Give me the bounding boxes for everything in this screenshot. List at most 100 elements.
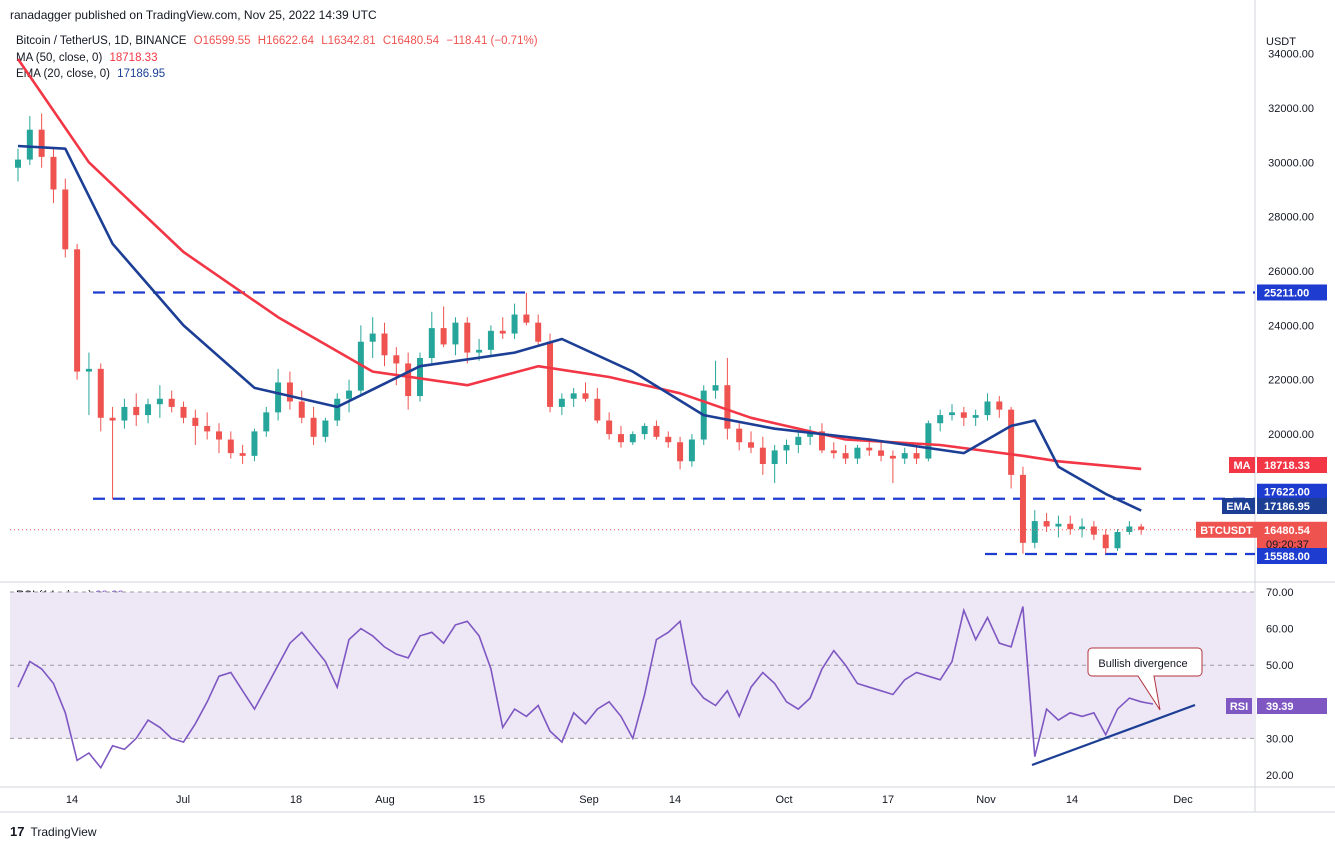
- candle-body: [499, 330, 506, 334]
- ohlc-low: L16342.81: [321, 35, 376, 47]
- candle-body: [913, 453, 920, 459]
- symbol-name[interactable]: Bitcoin / TetherUS, 1D, BINANCE: [16, 35, 187, 47]
- time-tick: 14: [66, 794, 78, 806]
- candle-body: [476, 349, 483, 353]
- footer: 17 TradingView: [10, 824, 97, 839]
- tag-value-bg: [1257, 284, 1327, 301]
- ema-legend[interactable]: EMA (20, close, 0) 17186.95: [16, 68, 165, 80]
- ohlc-high: H16622.64: [257, 35, 315, 47]
- candle-body: [641, 425, 648, 435]
- candle-body: [606, 420, 613, 435]
- time-tick: 18: [290, 794, 302, 806]
- candle-body: [393, 355, 400, 364]
- candle-body: [842, 453, 849, 459]
- tradingview-brand[interactable]: TradingView: [30, 824, 97, 839]
- candle-body: [558, 398, 565, 407]
- candle-body: [298, 401, 305, 418]
- rsi-tick: 70.00: [1266, 587, 1294, 599]
- tag-value: 15588.00: [1264, 551, 1310, 563]
- price-tick: 26000.00: [1268, 266, 1314, 278]
- candle-body: [452, 322, 459, 345]
- time-tick: Dec: [1173, 794, 1193, 806]
- candle-body: [50, 156, 57, 190]
- candle-body: [1102, 534, 1109, 549]
- candle-body: [629, 434, 636, 443]
- candle-body: [204, 425, 211, 432]
- candle-body: [464, 322, 471, 353]
- candle-body: [996, 401, 1003, 410]
- rsi-tick: 20.00: [1266, 770, 1294, 782]
- candle-body: [889, 455, 896, 459]
- candle-body: [748, 442, 755, 448]
- candle-body: [1114, 531, 1121, 549]
- candle-body: [97, 368, 104, 418]
- candle-body: [1079, 526, 1086, 530]
- candle-body: [440, 328, 447, 345]
- ma-legend[interactable]: MA (50, close, 0) 18718.33: [16, 52, 157, 64]
- candle-body: [1090, 526, 1097, 535]
- time-tick: Jul: [176, 794, 190, 806]
- candle-body: [322, 420, 329, 437]
- candle-body: [1043, 521, 1050, 527]
- rsi-band: [10, 592, 1255, 739]
- candle-body: [688, 439, 695, 462]
- candle-body: [346, 390, 353, 399]
- candle-body: [783, 444, 790, 451]
- price-tick: 30000.00: [1268, 157, 1314, 169]
- grid: [0, 0, 1335, 813]
- candle-body: [215, 431, 222, 440]
- ma-legend-value: 18718.33: [109, 52, 158, 64]
- candle-body: [74, 249, 81, 372]
- candle-body: [192, 417, 199, 426]
- tag-value: 25211.00: [1264, 287, 1309, 299]
- candle-body: [937, 415, 944, 424]
- candle-body: [428, 328, 435, 358]
- candle-body: [156, 398, 163, 405]
- rsi-tick: 50.00: [1266, 660, 1294, 672]
- time-tick: 17: [882, 794, 894, 806]
- candle-body: [168, 398, 175, 407]
- price-axis-unit: USDT: [1266, 36, 1296, 48]
- candle-body: [26, 129, 33, 160]
- candle-body: [121, 406, 128, 421]
- ma50-line: [16, 58, 1142, 471]
- time-tick: Nov: [976, 794, 996, 806]
- tag-value: 17622.00: [1264, 487, 1310, 499]
- candle-body: [334, 398, 341, 421]
- tag-value-bg: [1257, 498, 1327, 514]
- candle-body: [239, 453, 246, 456]
- candle-body: [251, 431, 258, 456]
- candle-body: [535, 322, 542, 342]
- candle-body: [866, 447, 873, 451]
- divergence-trendline: [1031, 703, 1196, 767]
- candle-body: [1055, 523, 1062, 527]
- candle-body: [830, 450, 837, 454]
- candle-body: [109, 417, 116, 421]
- tag-value-bg: [1257, 457, 1327, 473]
- candles: [15, 113, 1145, 554]
- support-resistance-levels: [93, 291, 1255, 556]
- candle-body: [15, 159, 21, 168]
- ema-legend-label: EMA (20, close, 0): [16, 68, 110, 80]
- candle-body: [227, 439, 234, 454]
- candle-body: [736, 428, 743, 443]
- price-tick: 22000.00: [1268, 375, 1314, 387]
- ema20-line: [17, 144, 1142, 512]
- symbol-legend: Bitcoin / TetherUS, 1D, BINANCE O16599.5…: [16, 35, 538, 47]
- candle-body: [677, 442, 684, 462]
- tradingview-logo-icon: 17: [10, 824, 25, 839]
- tag-countdown: 09:20:37: [1266, 539, 1309, 551]
- rsi-tag-value-bg: [1257, 698, 1327, 714]
- candle-body: [984, 401, 991, 416]
- divergence-callout: [1087, 647, 1203, 711]
- rsi-tick: 30.00: [1266, 733, 1294, 745]
- candle-body: [1008, 409, 1015, 475]
- ohlc-close: C16480.54: [382, 35, 440, 47]
- ma-legend-label: MA (50, close, 0): [16, 52, 103, 64]
- candle-body: [547, 341, 554, 407]
- candle-body: [310, 417, 317, 437]
- candle-body: [62, 189, 69, 250]
- ohlc-open: O16599.55: [193, 35, 251, 47]
- tag-value: 17186.95: [1264, 501, 1310, 513]
